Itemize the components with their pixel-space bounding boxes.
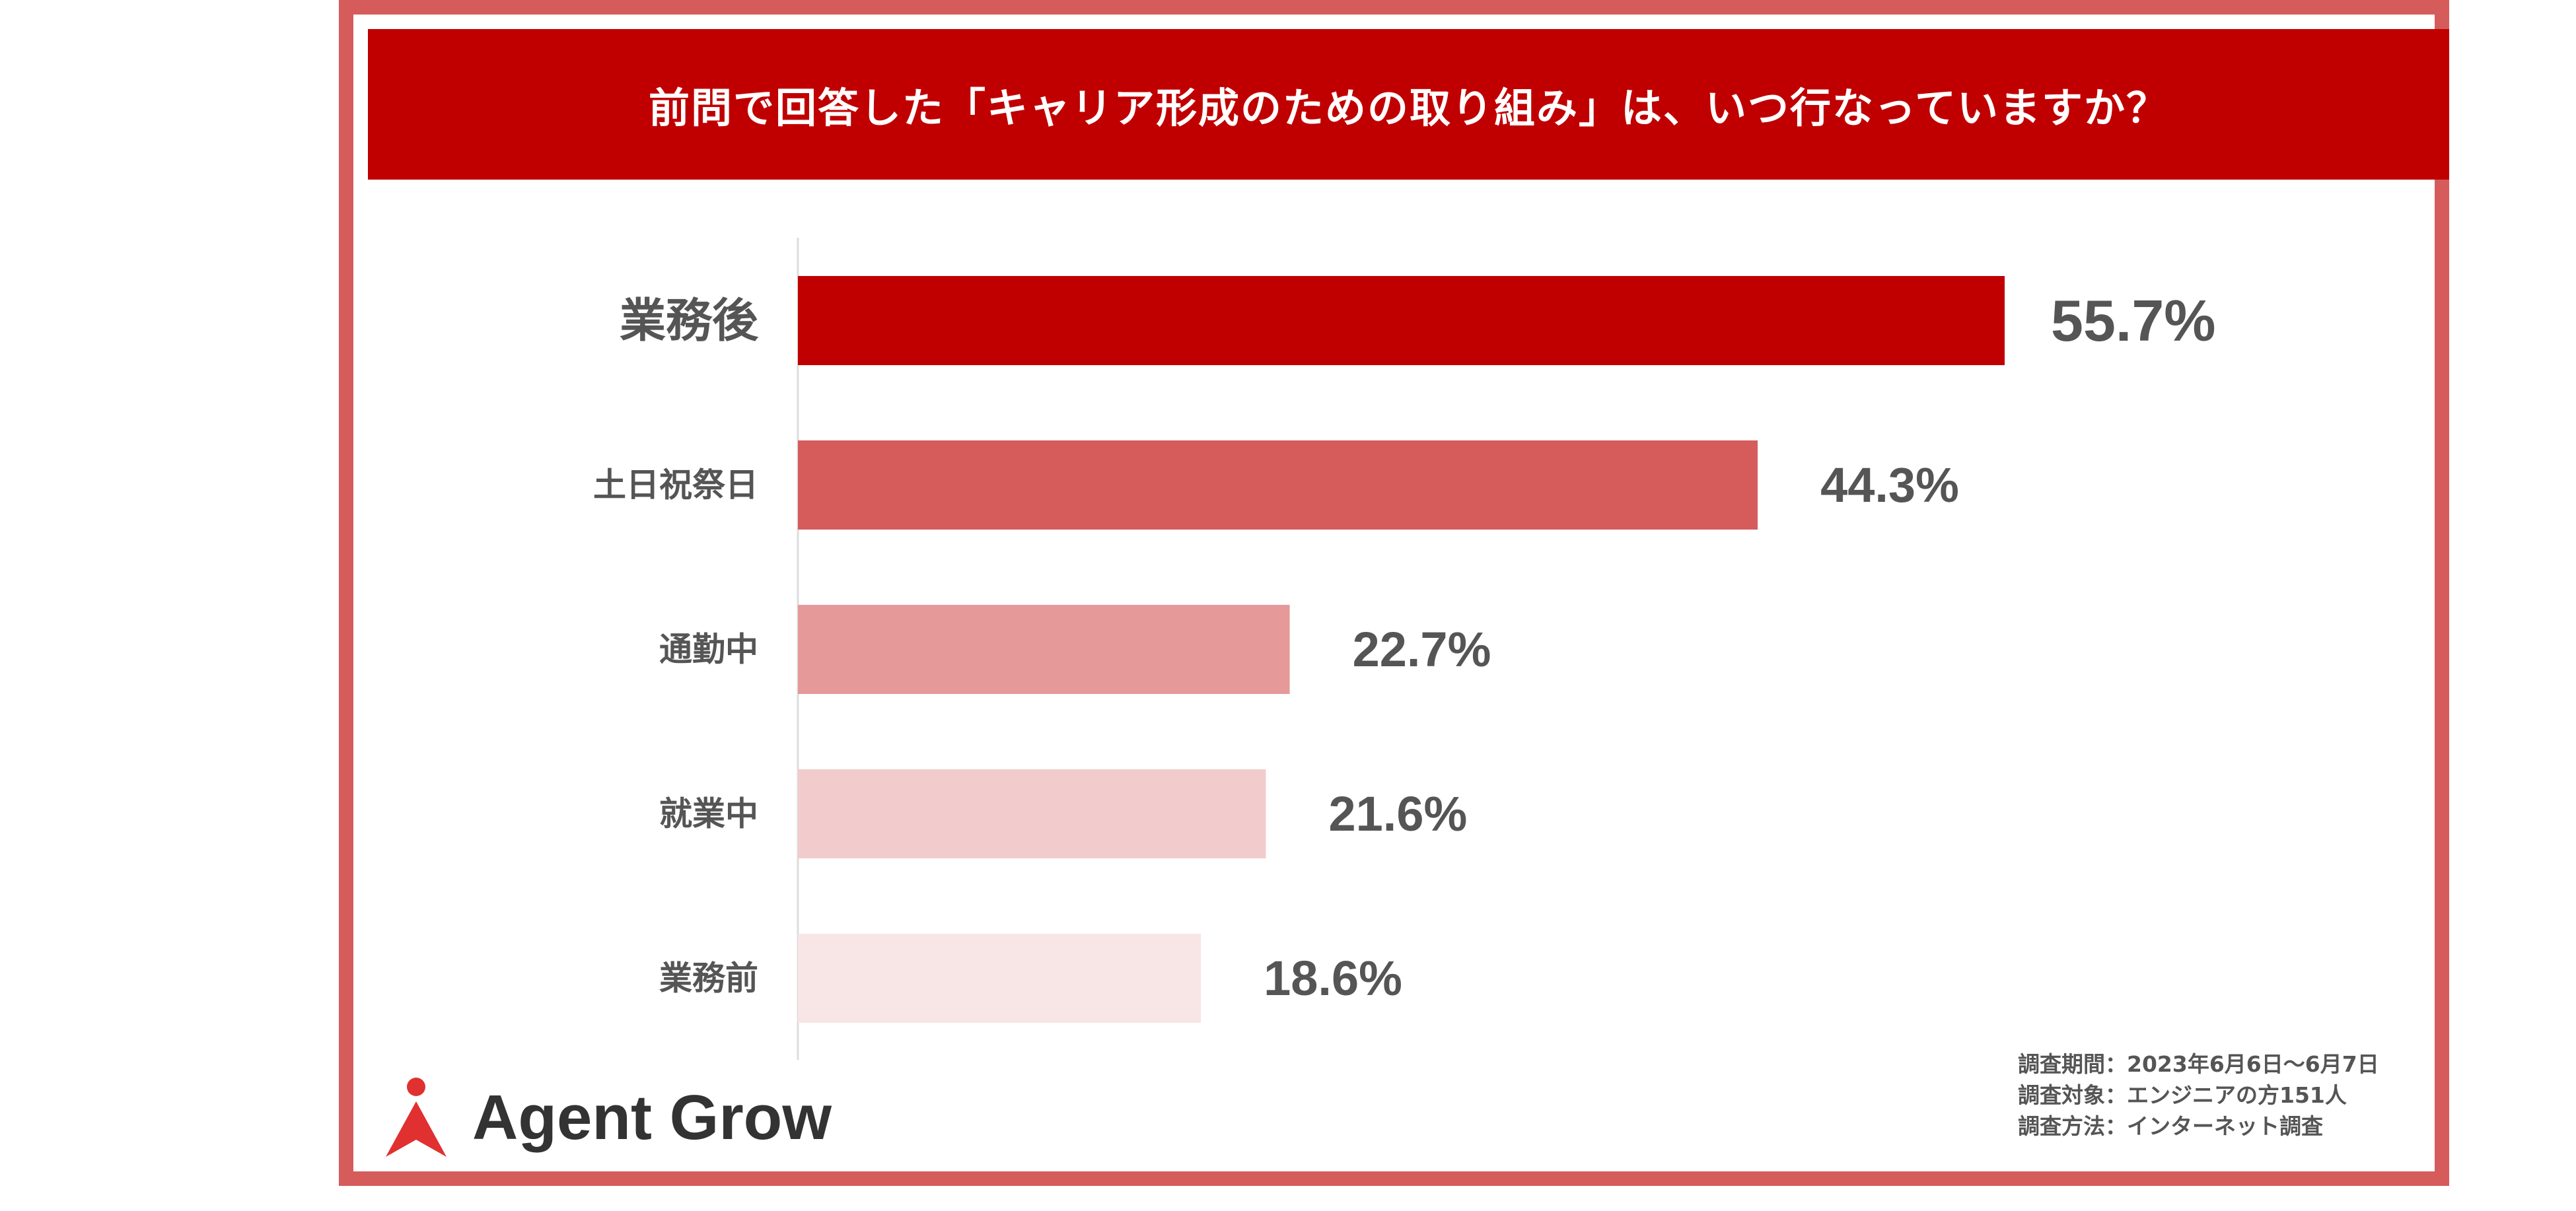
- survey-target: 調査対象：エンジニアの方151人: [2018, 1082, 2347, 1108]
- bar-0: [798, 276, 2005, 365]
- value-label-1: 44.3%: [1820, 458, 1959, 512]
- value-label-2: 22.7%: [1353, 622, 1491, 677]
- bar-2: [798, 605, 1290, 694]
- category-label-2: 通勤中: [659, 631, 758, 669]
- agent-grow-logo-icon: [386, 1078, 447, 1157]
- survey-info: 調査期間：2023年6月6日～6月7日 調査対象：エンジニアの方151人 調査方…: [2018, 1049, 2414, 1142]
- logo-text: Agent Grow: [472, 1082, 832, 1153]
- chart-title: 前問で回答した「キャリア形成のための取り組み」は、いつ行なっていますか？: [649, 84, 2168, 132]
- title-bar: 前問で回答した「キャリア形成のための取り組み」は、いつ行なっていますか？: [368, 29, 2449, 180]
- category-label-1: 土日祝祭日: [593, 466, 758, 504]
- bars: 業務後 55.7% 土日祝祭日 44.3% 通勤中 22.7% 就業中 21.6% 業務前 18.…: [593, 276, 2216, 1023]
- value-label-0: 55.7%: [2051, 288, 2216, 353]
- bar-4: [798, 934, 1201, 1023]
- category-label-4: 業務前: [659, 959, 758, 998]
- chart-frame: 前問で回答した「キャリア形成のための取り組み」は、いつ行なっていますか？: [339, 0, 2449, 1186]
- bar-1: [798, 440, 1758, 530]
- survey-method: 調査方法：インターネット調査: [2018, 1113, 2323, 1139]
- survey-period: 調査期間：2023年6月6日～6月7日: [2018, 1051, 2379, 1077]
- logo: Agent Grow: [383, 1076, 859, 1162]
- bar-3: [798, 769, 1266, 858]
- category-label-0: 業務後: [620, 294, 759, 348]
- category-label-3: 就業中: [659, 795, 758, 833]
- value-label-3: 21.6%: [1328, 786, 1467, 841]
- value-label-4: 18.6%: [1264, 951, 1402, 1006]
